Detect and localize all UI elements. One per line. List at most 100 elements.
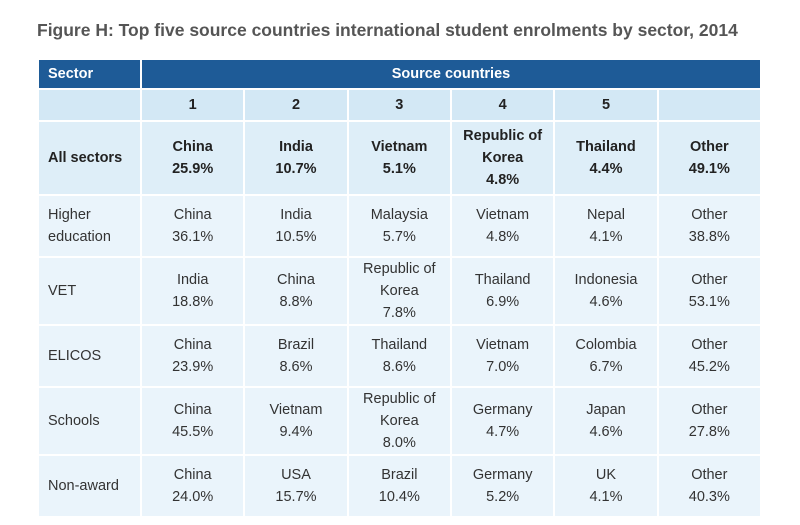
country-share: 4.1% bbox=[589, 489, 623, 505]
sector-cell: VET bbox=[37, 256, 142, 326]
country-cell: Germany 5.2% bbox=[449, 454, 556, 518]
country-name: USA bbox=[281, 467, 311, 483]
country-name: Other bbox=[691, 337, 728, 353]
country-share: 8.6% bbox=[382, 359, 416, 375]
country-share: 53.1% bbox=[688, 294, 730, 310]
country-name: Other bbox=[691, 272, 728, 288]
country-name: Vietnam bbox=[476, 207, 530, 223]
country-cell: Other 49.1% bbox=[656, 120, 763, 196]
country-name: Republic of Korea bbox=[363, 391, 436, 429]
country-name: India bbox=[280, 207, 312, 223]
country-name: Other bbox=[691, 402, 728, 418]
country-name: China bbox=[173, 467, 212, 483]
country-share: 4.8% bbox=[486, 172, 520, 188]
rank-header: 4 bbox=[449, 88, 556, 122]
country-cell: China 8.8% bbox=[243, 256, 349, 326]
country-share: 10.5% bbox=[275, 229, 317, 245]
country-share: 4.1% bbox=[589, 229, 623, 245]
country-name: Germany bbox=[472, 467, 533, 483]
country-cell: China 36.1% bbox=[139, 194, 246, 258]
sector-header: Sector bbox=[37, 58, 142, 90]
country-cell: Malaysia 5.7% bbox=[346, 194, 452, 258]
table-row: ELICOS China 23.9% Brazil 8.6% Thailand 8.6% Vi… bbox=[37, 324, 763, 388]
country-cell: China 45.5% bbox=[139, 386, 246, 456]
country-share: 5.7% bbox=[382, 229, 416, 245]
country-name: Thailand bbox=[576, 139, 636, 155]
country-share: 45.5% bbox=[172, 424, 214, 440]
country-share: 24.0% bbox=[172, 489, 214, 505]
country-cell: Germany 4.7% bbox=[449, 386, 556, 456]
country-name: Indonesia bbox=[574, 272, 638, 288]
country-share: 4.6% bbox=[589, 424, 623, 440]
country-name: Other bbox=[691, 207, 728, 223]
group-header: Source countries bbox=[140, 58, 762, 90]
sector-cell: ELICOS bbox=[37, 324, 142, 388]
country-share: 4.8% bbox=[486, 229, 520, 245]
country-name: India bbox=[279, 139, 313, 155]
country-share: 7.0% bbox=[486, 359, 520, 375]
country-cell: India 18.8% bbox=[139, 256, 246, 326]
country-cell: Colombia 6.7% bbox=[553, 324, 659, 388]
country-cell: Republic of Korea 8.0% bbox=[346, 386, 452, 456]
country-cell: China 24.0% bbox=[139, 454, 246, 518]
country-name: Republic of Korea bbox=[363, 261, 436, 299]
country-name: Thailand bbox=[371, 337, 428, 353]
country-share: 5.2% bbox=[486, 489, 520, 505]
country-cell: India 10.5% bbox=[243, 194, 349, 258]
country-name: Nepal bbox=[587, 207, 625, 223]
table-body: All sectors China 25.9% India 10.7% Vietnam 5.… bbox=[37, 120, 763, 518]
country-share: 38.8% bbox=[688, 229, 730, 245]
country-name: China bbox=[172, 139, 213, 155]
country-cell: Nepal 4.1% bbox=[553, 194, 659, 258]
country-share: 4.7% bbox=[486, 424, 520, 440]
country-cell: Vietnam 9.4% bbox=[243, 386, 349, 456]
country-share: 4.6% bbox=[589, 294, 623, 310]
country-name: Japan bbox=[586, 402, 626, 418]
country-name: Thailand bbox=[474, 272, 531, 288]
country-cell: Vietnam 7.0% bbox=[449, 324, 556, 388]
country-name: Brazil bbox=[277, 337, 315, 353]
country-share: 27.8% bbox=[688, 424, 730, 440]
country-share: 6.7% bbox=[589, 359, 623, 375]
country-share: 7.8% bbox=[382, 305, 416, 321]
country-cell: UK 4.1% bbox=[553, 454, 659, 518]
country-share: 23.9% bbox=[172, 359, 214, 375]
country-cell: India 10.7% bbox=[243, 120, 349, 196]
country-share: 36.1% bbox=[172, 229, 214, 245]
country-cell: China 25.9% bbox=[139, 120, 246, 196]
country-cell: Thailand 6.9% bbox=[449, 256, 556, 326]
country-share: 4.4% bbox=[589, 161, 623, 177]
rank-header: 5 bbox=[553, 88, 659, 122]
country-share: 10.4% bbox=[378, 489, 420, 505]
country-cell: Other 45.2% bbox=[656, 324, 763, 388]
figure-title: Figure H: Top five source countries inte… bbox=[37, 20, 738, 40]
table-row: VET India 18.8% China 8.8% Republic of Korea 7… bbox=[37, 256, 763, 326]
country-share: 49.1% bbox=[688, 161, 730, 177]
sector-cell: Higher education bbox=[37, 194, 142, 258]
country-name: China bbox=[173, 402, 212, 418]
blank-cell bbox=[37, 88, 142, 122]
country-name: Vietnam bbox=[476, 337, 530, 353]
country-share: 10.7% bbox=[275, 161, 317, 177]
table-row: Higher education China 36.1% India 10.5% Mala… bbox=[37, 194, 763, 258]
country-name: China bbox=[277, 272, 315, 288]
rank-header: 2 bbox=[243, 88, 349, 122]
rank-header: 1 bbox=[139, 88, 246, 122]
country-share: 6.9% bbox=[486, 294, 520, 310]
country-name: China bbox=[173, 207, 212, 223]
country-name: Republic of Korea bbox=[463, 128, 543, 166]
table-row: Schools China 45.5% Vietnam 9.4% Republic of … bbox=[37, 386, 763, 456]
country-cell: Brazil 10.4% bbox=[346, 454, 452, 518]
country-name: Brazil bbox=[381, 467, 418, 483]
table-row: Non-award China 24.0% USA 15.7% Brazil 10.4% Ge… bbox=[37, 454, 763, 518]
country-share: 45.2% bbox=[688, 359, 730, 375]
country-cell: Japan 4.6% bbox=[553, 386, 659, 456]
country-cell: Other 38.8% bbox=[656, 194, 763, 258]
country-cell: Vietnam 4.8% bbox=[449, 194, 556, 258]
country-share: 5.1% bbox=[382, 161, 416, 177]
country-name: Vietnam bbox=[371, 139, 428, 155]
table-row: All sectors China 25.9% India 10.7% Vietnam 5.… bbox=[37, 120, 763, 196]
country-cell: Brazil 8.6% bbox=[243, 324, 349, 388]
